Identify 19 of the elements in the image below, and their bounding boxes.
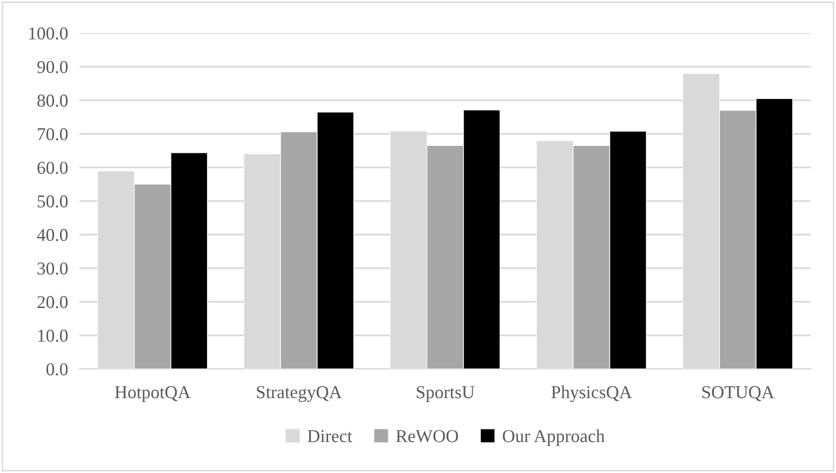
y-tick-label: 70.0 [38, 128, 68, 140]
x-tick-label: PhysicsQA [551, 386, 632, 402]
y-tick-label: 90.0 [37, 60, 68, 74]
x-tick-label: SOTUQA [702, 386, 774, 402]
legend-label: Direct [308, 430, 352, 442]
x-tick-label: StrategyQA [256, 386, 342, 402]
y-tick-label: 80.0 [37, 94, 68, 107]
legend-label: Our Approach [502, 430, 605, 446]
y-tick-label: 40.0 [37, 228, 68, 242]
y-tick-label: 60.0 [37, 162, 68, 174]
x-tick-label: HotpotQA [114, 386, 191, 402]
y-tick-label: 0.0 [46, 363, 68, 376]
y-tick-label: 10.0 [38, 330, 68, 342]
y-tick-label: 50.0 [38, 195, 68, 208]
x-tick-label: SportsU [416, 386, 474, 402]
y-tick-label: 20.0 [38, 296, 68, 308]
legend-label: ReWOO [396, 430, 458, 442]
y-tick-label: 30.0 [38, 262, 68, 275]
y-tick-label: 100.0 [29, 27, 68, 40]
